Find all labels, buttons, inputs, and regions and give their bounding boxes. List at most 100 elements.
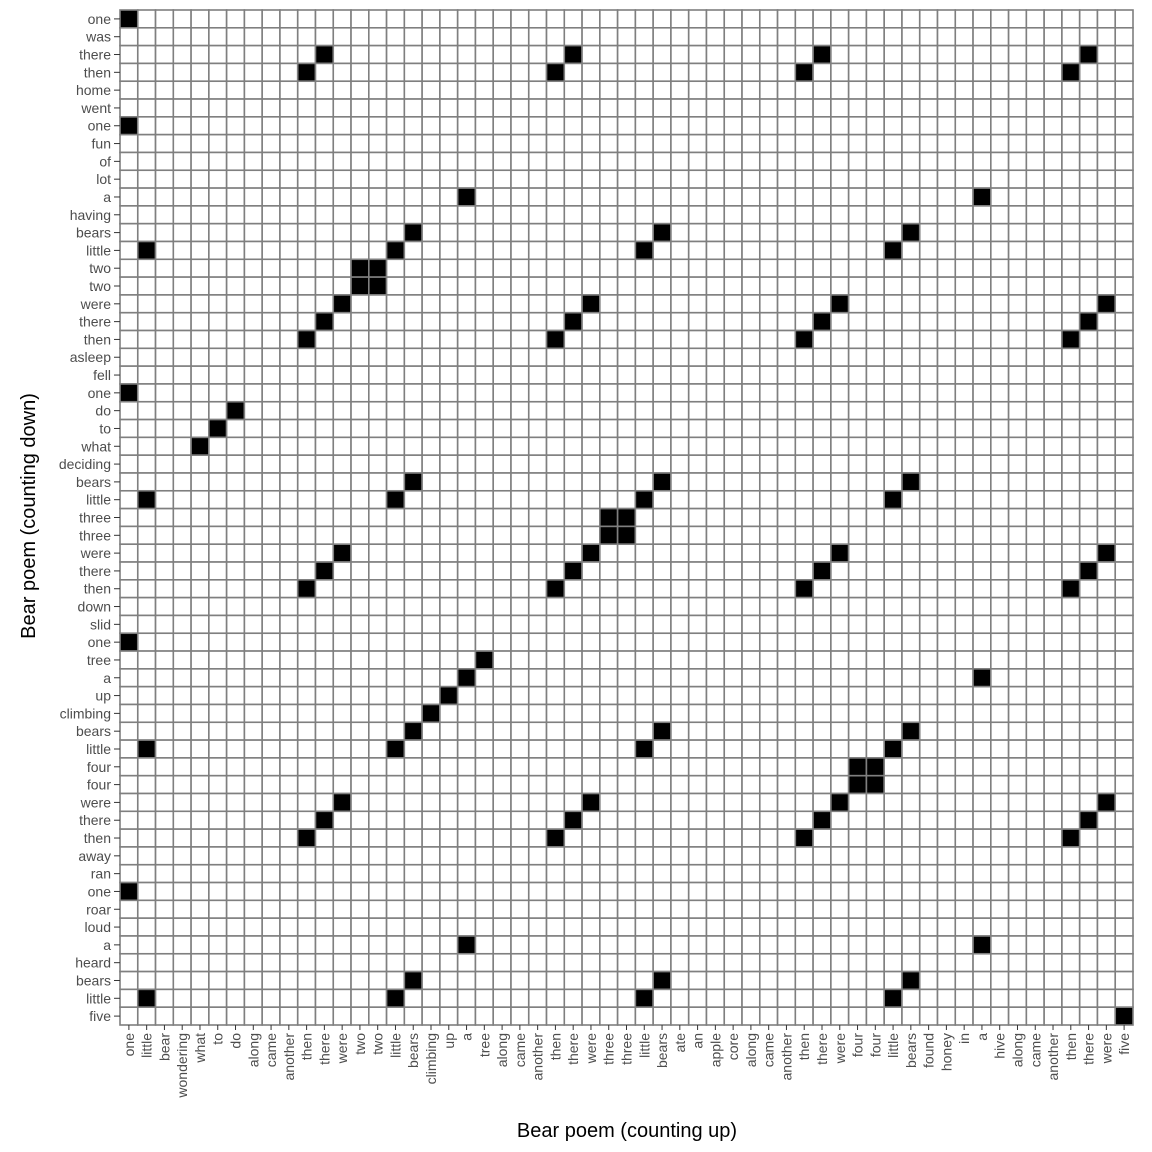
empty-cell	[1061, 472, 1081, 492]
empty-cell	[136, 507, 157, 528]
empty-cell	[350, 436, 370, 456]
empty-cell	[812, 739, 832, 759]
empty-cell	[634, 329, 654, 350]
empty-cell	[279, 757, 299, 777]
empty-cell	[616, 988, 637, 1008]
empty-cell	[634, 294, 654, 314]
empty-cell	[350, 116, 370, 136]
empty-cell	[439, 543, 459, 563]
empty-cell	[225, 489, 246, 510]
empty-cell	[776, 169, 797, 189]
empty-cell	[581, 347, 601, 367]
empty-cell	[190, 543, 210, 563]
empty-cell	[296, 205, 317, 225]
empty-cell	[901, 757, 921, 777]
empty-cell	[830, 240, 850, 261]
empty-cell	[918, 258, 939, 278]
empty-cell	[687, 525, 708, 546]
empty-cell	[492, 810, 512, 830]
empty-cell	[1114, 881, 1134, 902]
empty-cell	[172, 970, 192, 991]
empty-cell	[314, 489, 335, 510]
empty-cell	[901, 276, 921, 296]
empty-cell	[172, 721, 192, 741]
empty-cell	[350, 1006, 370, 1026]
empty-cell	[474, 970, 495, 991]
empty-cell	[918, 347, 939, 367]
empty-cell	[545, 507, 566, 528]
empty-cell	[1007, 116, 1028, 136]
empty-cell	[439, 917, 459, 937]
empty-cell	[545, 561, 566, 581]
empty-cell	[990, 365, 1010, 385]
empty-cell	[456, 721, 477, 741]
empty-cell	[492, 27, 512, 47]
empty-cell	[527, 970, 548, 991]
empty-cell	[1078, 632, 1099, 652]
empty-cell	[847, 650, 868, 670]
y-tick-label: little	[86, 492, 111, 508]
empty-cell	[723, 881, 743, 902]
empty-cell	[581, 329, 601, 350]
empty-cell	[883, 507, 903, 528]
empty-cell	[208, 970, 228, 991]
empty-cell	[332, 62, 352, 83]
filled-cell	[119, 9, 139, 29]
empty-cell	[723, 98, 743, 118]
empty-cell	[741, 400, 761, 421]
empty-cell	[510, 329, 530, 350]
empty-cell	[758, 418, 779, 439]
empty-cell	[581, 596, 601, 617]
empty-cell	[972, 703, 992, 724]
empty-cell	[830, 347, 850, 367]
empty-cell	[368, 935, 388, 955]
empty-cell	[1114, 133, 1134, 154]
empty-cell	[563, 400, 583, 421]
empty-cell	[794, 543, 814, 563]
empty-cell	[1007, 917, 1028, 937]
empty-cell	[279, 703, 299, 724]
empty-cell	[492, 792, 512, 813]
empty-cell	[830, 596, 850, 617]
empty-cell	[865, 525, 885, 546]
empty-cell	[954, 383, 974, 403]
empty-cell	[154, 810, 175, 830]
empty-cell	[723, 739, 743, 759]
empty-cell	[296, 9, 317, 29]
empty-cell	[954, 757, 974, 777]
empty-cell	[616, 400, 637, 421]
empty-cell	[421, 133, 441, 154]
empty-cell	[954, 970, 974, 991]
empty-cell	[492, 507, 512, 528]
empty-cell	[812, 935, 832, 955]
empty-cell	[510, 98, 530, 118]
empty-cell	[314, 792, 335, 813]
empty-cell	[279, 917, 299, 937]
empty-cell	[225, 828, 246, 848]
empty-cell	[776, 205, 797, 225]
empty-cell	[705, 169, 726, 189]
y-tick-label: then	[84, 64, 111, 80]
empty-cell	[1007, 632, 1028, 652]
empty-cell	[794, 596, 814, 617]
empty-cell	[794, 454, 814, 474]
empty-cell	[368, 952, 388, 973]
empty-cell	[634, 311, 654, 332]
empty-cell	[225, 970, 246, 991]
empty-cell	[865, 27, 885, 47]
empty-cell	[758, 44, 779, 65]
filled-cell	[634, 489, 654, 510]
empty-cell	[936, 347, 957, 367]
empty-cell	[990, 222, 1010, 243]
empty-cell	[1078, 400, 1099, 421]
empty-cell	[510, 561, 530, 581]
empty-cell	[296, 365, 317, 385]
filled-cell	[208, 418, 228, 439]
empty-cell	[332, 27, 352, 47]
empty-cell	[368, 9, 388, 29]
empty-cell	[563, 703, 583, 724]
empty-cell	[225, 543, 246, 563]
empty-cell	[599, 935, 619, 955]
empty-cell	[368, 579, 388, 599]
empty-cell	[296, 151, 317, 172]
